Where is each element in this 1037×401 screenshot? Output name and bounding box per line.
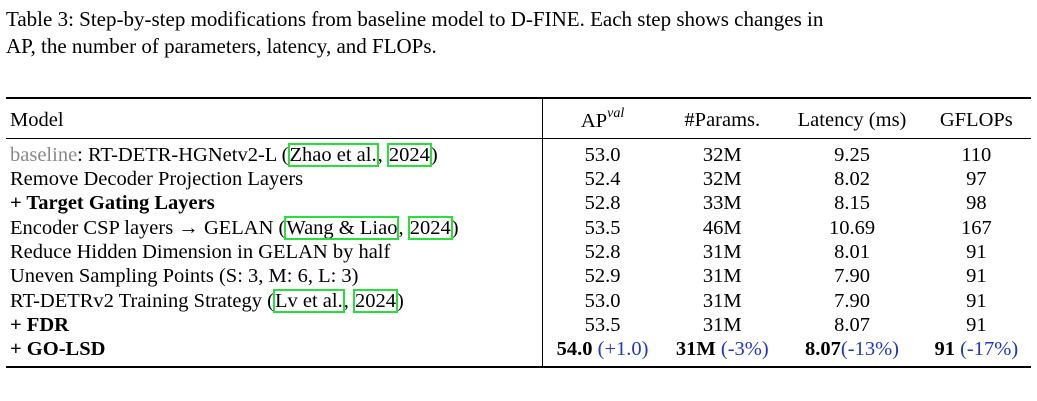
results-table-container: Model APval #Params. Latency (ms) GFLOPs…: [6, 97, 1031, 368]
row-model-cell: Uneven Sampling Points (S: 3, M: 6, L: 3…: [6, 264, 543, 289]
latency-cell: 8.01: [834, 241, 870, 264]
table-row: RT-DETRv2 Training Strategy (Lv et al., …: [6, 288, 1031, 313]
latency-cell: 7.90: [834, 265, 870, 288]
model-text: RT-DETRv2 Training Strategy (: [10, 289, 274, 312]
latency-cell: 7.90: [834, 289, 870, 312]
citation-separator: ,: [343, 289, 354, 312]
row-model-cell: + GO-LSD: [6, 337, 543, 367]
header-latency: Latency (ms): [782, 98, 922, 139]
params-cell: 31M (-3%): [662, 337, 782, 366]
model-text: : RT-DETR-HGNetv2-L (: [77, 143, 289, 166]
row-model-cell: Encoder CSP layers → GELAN (Wang & Liao,…: [6, 215, 543, 241]
model-suffix: ): [451, 216, 459, 239]
table-row-final: + GO-LSD 54.0 (+1.0) 31M (-3%) 8.07(-13%…: [6, 337, 1031, 367]
params-cell: 32M: [702, 168, 742, 191]
row-model-cell: + Target Gating Layers: [6, 191, 543, 216]
ap-cell: 52.4: [584, 168, 621, 191]
latency-cell: 9.25: [834, 143, 870, 166]
table-row: Remove Decoder Projection Layers 52.4 32…: [6, 167, 1031, 192]
row-model-cell: RT-DETRv2 Training Strategy (Lv et al., …: [6, 288, 543, 313]
gflops-cell: 97: [966, 168, 987, 191]
gflops-cell: 91: [966, 313, 987, 336]
table-row: Reduce Hidden Dimension in GELAN by half…: [6, 240, 1031, 265]
latency-cell: 8.07(-13%): [782, 337, 921, 366]
citation-separator: ,: [398, 216, 409, 239]
header-gflops: GFLOPs: [921, 98, 1031, 139]
params-cell: 32M: [702, 143, 742, 166]
gflops-value: 91: [934, 338, 955, 361]
params-cell: 46M: [702, 216, 742, 239]
latency-delta: (-13%): [840, 338, 899, 361]
table-row: Uneven Sampling Points (S: 3, M: 6, L: 3…: [6, 264, 1031, 289]
header-row: Model APval #Params. Latency (ms) GFLOPs: [6, 98, 1031, 139]
model-suffix: ): [430, 143, 438, 166]
gflops-cell: 91: [966, 289, 987, 312]
table-row: Encoder CSP layers → GELAN (Wang & Liao,…: [6, 215, 1031, 241]
table-row: baseline: RT-DETR-HGNetv2-L (Zhao et al.…: [6, 138, 1031, 168]
model-suffix: ): [396, 289, 404, 312]
ap-cell: 53.0: [584, 289, 621, 312]
params-cell: 31M: [702, 313, 742, 336]
model-text: Encoder CSP layers → GELAN (: [10, 216, 286, 239]
latency-cell: 8.07: [834, 313, 870, 336]
header-ap-label: AP: [580, 109, 608, 132]
citation-link[interactable]: Zhao et al.: [287, 142, 379, 167]
table-caption: Table 3: Step-by-step modifications from…: [6, 6, 1031, 60]
gflops-cell: 91: [966, 241, 987, 264]
ap-cell: 53.5: [584, 313, 621, 336]
ap-cell: 52.9: [584, 265, 621, 288]
params-cell: 33M: [702, 192, 742, 215]
header-params: #Params.: [662, 98, 783, 139]
row-model-cell: baseline: RT-DETR-HGNetv2-L (Zhao et al.…: [6, 138, 543, 168]
latency-value: 8.07: [805, 338, 841, 361]
row-model-cell: Remove Decoder Projection Layers: [6, 167, 543, 192]
citation-year-link[interactable]: 2024: [407, 215, 453, 240]
header-ap: APval: [542, 98, 663, 139]
gflops-cell: 98: [966, 192, 987, 215]
table-row: + Target Gating Layers 52.8 33M 8.15 98: [6, 191, 1031, 216]
caption-line-2: AP, the number of parameters, latency, a…: [6, 34, 437, 58]
params-cell: 31M: [702, 289, 742, 312]
gflops-cell: 110: [961, 143, 992, 166]
latency-cell: 10.69: [828, 216, 876, 239]
latency-cell: 8.02: [834, 168, 870, 191]
results-table: Model APval #Params. Latency (ms) GFLOPs…: [6, 97, 1031, 368]
header-model: Model: [6, 98, 543, 139]
gflops-cell: 167: [960, 216, 992, 239]
citation-separator: ,: [377, 143, 388, 166]
ap-cell: 52.8: [584, 192, 621, 215]
latency-cell: 8.15: [834, 192, 870, 215]
row-model-cell: Reduce Hidden Dimension in GELAN by half: [6, 240, 543, 265]
gflops-delta: (-17%): [960, 338, 1019, 361]
gflops-cell: 91: [966, 265, 987, 288]
citation-link[interactable]: Wang & Liao: [284, 215, 400, 240]
citation-link[interactable]: Lv et al.: [272, 288, 345, 313]
citation-year-link[interactable]: 2024: [386, 142, 432, 167]
table-row: + FDR 53.5 31M 8.07 91: [6, 312, 1031, 338]
ap-cell: 53.0: [584, 143, 621, 166]
ap-cell: 53.5: [584, 216, 621, 239]
ap-cell: 54.0 (+1.0): [543, 337, 663, 366]
caption-line-1: Table 3: Step-by-step modifications from…: [6, 7, 824, 31]
params-cell: 31M: [702, 241, 742, 264]
params-cell: 31M: [702, 265, 742, 288]
params-delta: (-3%): [720, 338, 769, 361]
baseline-label: baseline: [10, 143, 78, 166]
header-ap-superscript: val: [607, 106, 625, 121]
ap-delta: (+1.0): [597, 338, 649, 361]
row-model-cell: + FDR: [6, 312, 543, 338]
gflops-cell: 91 (-17%): [922, 337, 1031, 366]
ap-cell: 52.8: [584, 241, 621, 264]
params-value: 31M: [675, 338, 716, 361]
citation-year-link[interactable]: 2024: [352, 288, 398, 313]
ap-value: 54.0: [556, 338, 593, 361]
